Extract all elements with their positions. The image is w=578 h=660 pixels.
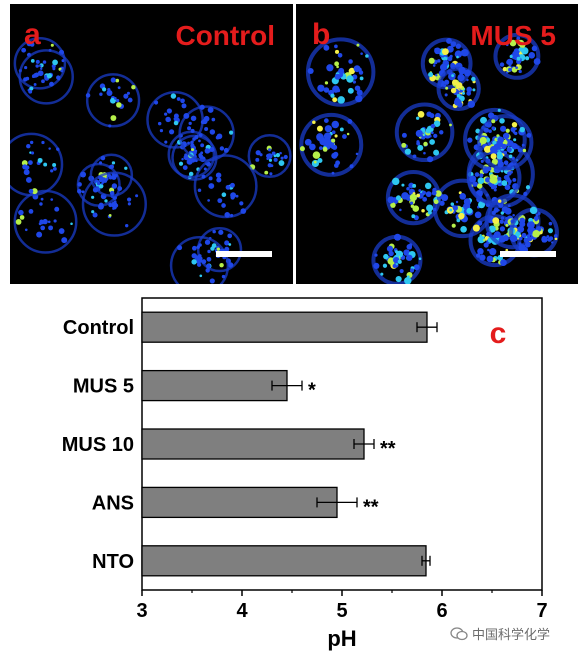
cell — [371, 233, 423, 284]
scale-bar — [216, 251, 272, 257]
cell — [420, 37, 473, 90]
bar-nto — [141, 545, 427, 577]
bar-ans — [141, 486, 338, 519]
micrograph-image-control — [10, 36, 292, 284]
x-tick-label: 4 — [236, 600, 248, 622]
cell — [477, 114, 534, 171]
error-bar — [421, 555, 431, 566]
cell — [385, 170, 442, 226]
error-bar — [316, 497, 358, 508]
cell — [85, 73, 141, 128]
category-label: NTO — [92, 551, 134, 573]
cell — [196, 226, 243, 273]
category-label: ANS — [92, 492, 134, 514]
cell — [436, 66, 481, 111]
wechat-icon — [450, 626, 468, 640]
x-tick-label: 5 — [336, 600, 347, 622]
watermark-text: 中国科学化学 — [472, 627, 551, 642]
error-bar — [416, 322, 438, 333]
panel-letter-b: b — [312, 18, 331, 51]
x-tick-label: 3 — [136, 600, 147, 622]
category-label: MUS 10 — [62, 434, 134, 456]
x-tick-label: 7 — [536, 600, 547, 622]
panel-letter-c: c — [490, 317, 507, 350]
micrograph-image-mus5 — [299, 32, 559, 284]
category-label: Control — [63, 317, 134, 339]
x-axis-label: pH — [327, 626, 356, 651]
micrograph-panel-control: a Control — [10, 4, 293, 284]
x-tick-label: 6 — [436, 600, 447, 622]
ph-bar-chart: Control MUS 5 * MUS 10 ** ANS ** NTO 3 4 5 6 7 pH c — [62, 297, 548, 651]
cell — [247, 133, 292, 179]
cell — [299, 112, 364, 177]
category-label: MUS 5 — [73, 376, 134, 398]
cell — [13, 189, 78, 254]
cell — [81, 171, 147, 237]
panel-letter-a: a — [24, 18, 41, 51]
bar-mus-10 — [141, 428, 365, 460]
bar-mus-5 — [141, 369, 288, 402]
panel-title-mus5: MUS 5 — [470, 20, 556, 51]
cell — [432, 178, 493, 239]
significance-marker: ** — [363, 496, 379, 518]
cell — [466, 150, 522, 206]
significance-marker: ** — [380, 438, 396, 460]
cell — [193, 154, 258, 219]
scale-bar — [500, 251, 556, 257]
cell — [10, 132, 64, 197]
cell — [509, 206, 559, 258]
error-bar — [353, 439, 375, 449]
cell — [493, 32, 541, 80]
panel-title-control: Control — [175, 20, 275, 51]
cell — [305, 37, 376, 107]
cell — [18, 49, 74, 105]
micrograph-panel-mus5: b MUS 5 — [296, 4, 578, 284]
cell — [394, 102, 455, 163]
cell — [89, 153, 134, 197]
watermark: 中国科学化学 — [450, 624, 550, 643]
bar-control — [141, 311, 428, 343]
significance-marker: * — [308, 380, 316, 402]
cell — [169, 236, 230, 284]
error-bar — [271, 380, 303, 391]
